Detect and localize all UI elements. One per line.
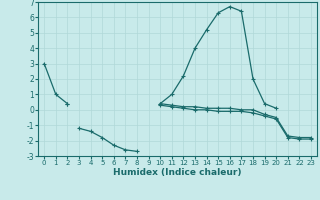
X-axis label: Humidex (Indice chaleur): Humidex (Indice chaleur) — [113, 168, 242, 177]
